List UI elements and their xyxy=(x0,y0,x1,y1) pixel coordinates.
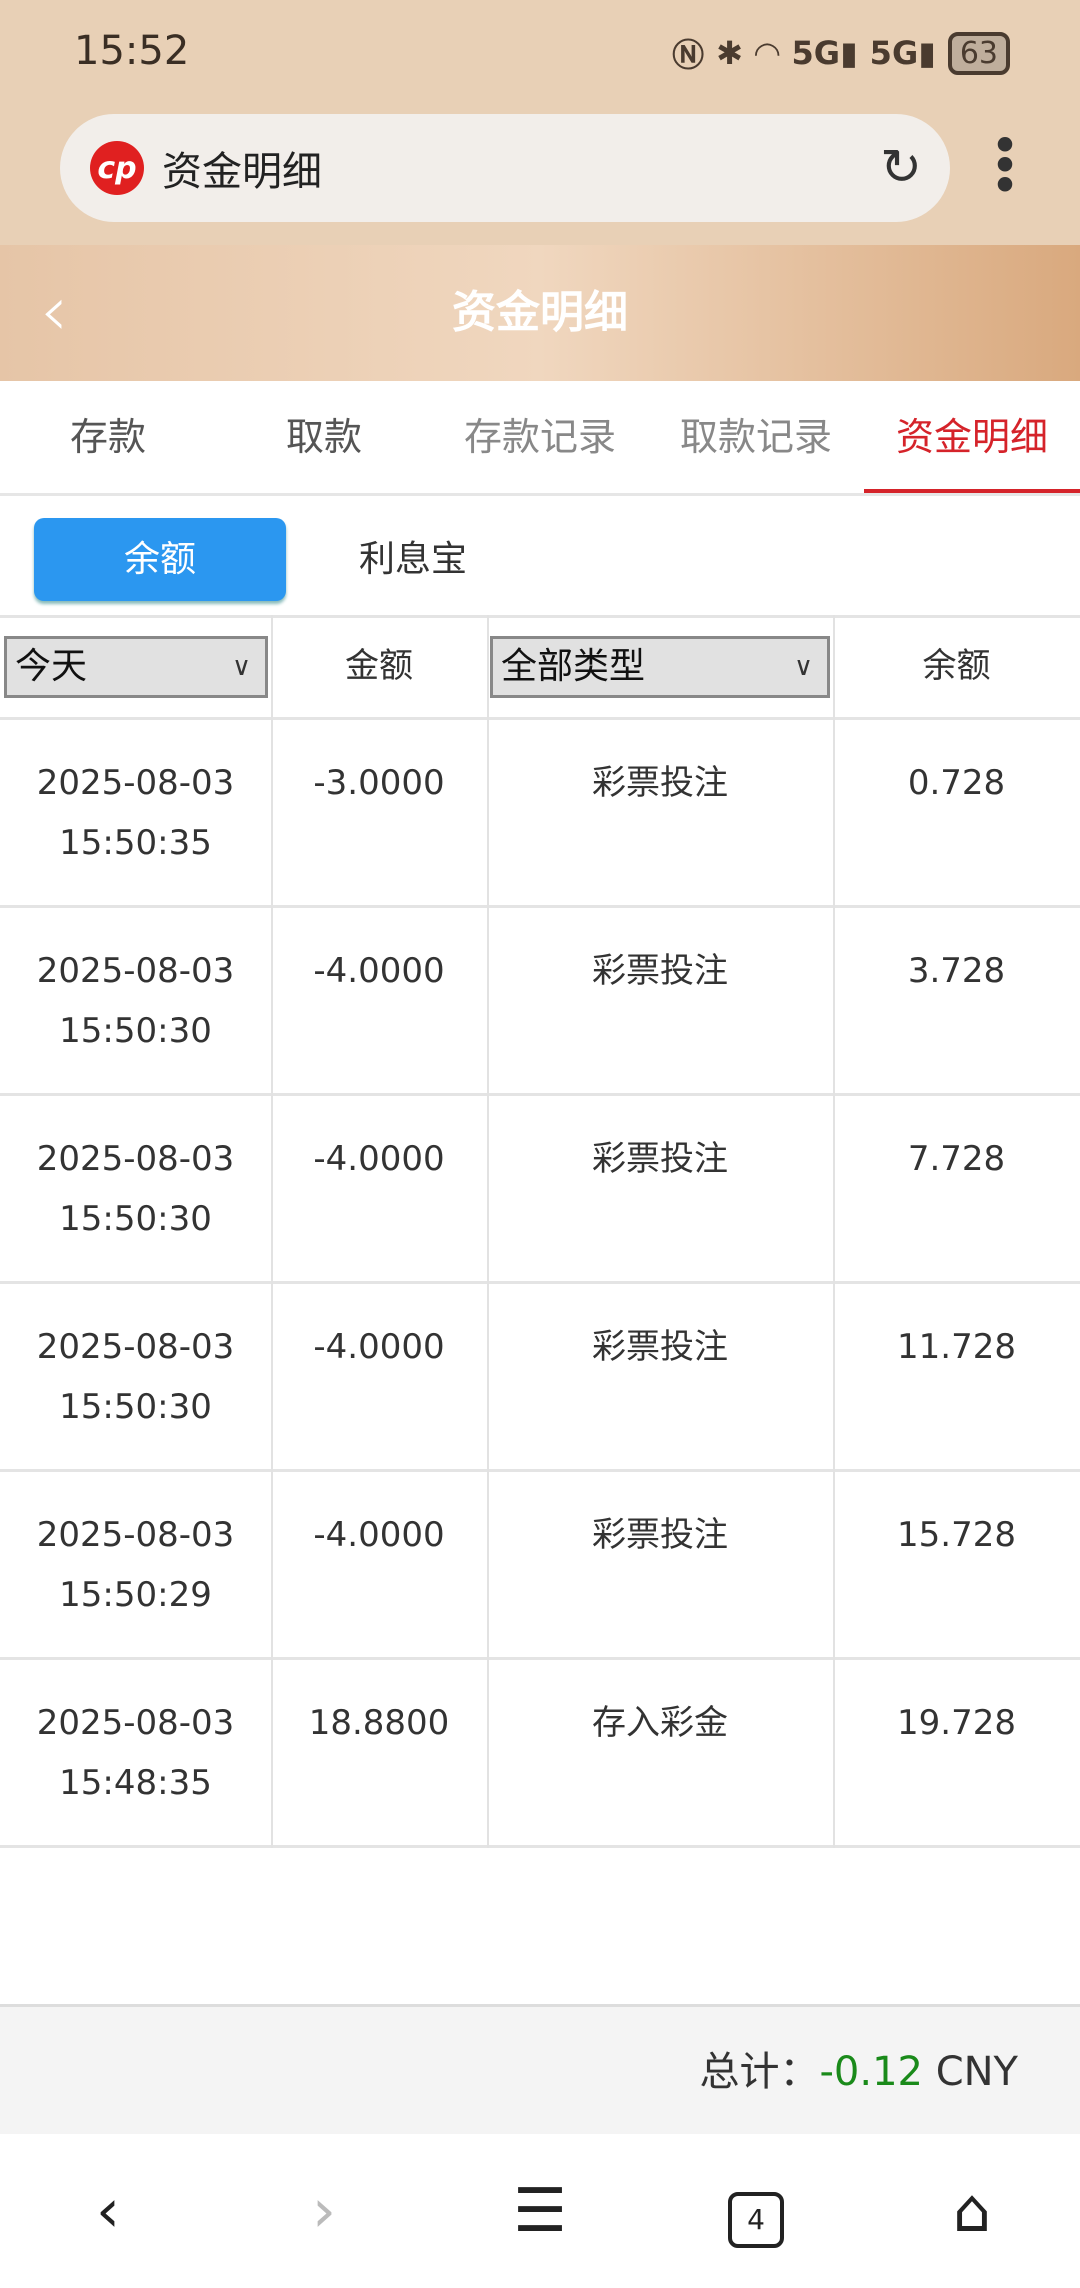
browser-nav-bar: ‹ › ☰ 4 ⌂ xyxy=(0,2134,1080,2288)
page-title-in-url: 资金明细 xyxy=(162,149,322,195)
row-type: 彩票投注 xyxy=(592,1327,728,1367)
row-amount: -4.0000 xyxy=(313,951,445,991)
chevron-down-icon: ∨ xyxy=(231,652,251,682)
row-time: 15:48:35 xyxy=(59,1763,212,1803)
row-date: 2025-08-03 xyxy=(36,763,235,803)
back-nav-icon[interactable]: ‹ xyxy=(96,2176,120,2246)
row-type: 彩票投注 xyxy=(592,951,728,991)
row-amount: 18.8800 xyxy=(308,1703,450,1743)
5g-signal-icon: 5G▮ xyxy=(869,34,936,72)
type-filter-value: 全部类型 xyxy=(501,646,646,687)
amount-header: 金额 xyxy=(345,646,413,686)
row-balance: 0.728 xyxy=(907,763,1006,803)
bluetooth-icon: ✱ xyxy=(716,34,743,72)
total-currency: CNY xyxy=(935,2049,1018,2095)
row-date: 2025-08-03 xyxy=(36,1327,235,1367)
row-datetime: 2025-08-03 15:50:30 xyxy=(0,1096,271,1284)
total-value: -0.12 xyxy=(819,2049,923,2095)
row-date: 2025-08-03 xyxy=(36,951,235,991)
subtab-balance[interactable]: 余额 xyxy=(34,518,286,601)
row-datetime: 2025-08-03 15:50:29 xyxy=(0,1472,271,1660)
row-amount: -4.0000 xyxy=(313,1515,445,1555)
page-header xyxy=(0,245,1080,381)
column-divider xyxy=(487,615,489,1848)
row-balance: 11.728 xyxy=(897,1327,1016,1367)
row-balance: 19.728 xyxy=(897,1703,1016,1743)
forward-nav-icon[interactable]: › xyxy=(312,2176,336,2246)
site-logo-icon: cp xyxy=(90,141,144,195)
tab-deposit[interactable]: 存款 xyxy=(69,415,146,459)
row-time: 15:50:30 xyxy=(59,1011,212,1051)
row-date: 2025-08-03 xyxy=(36,1703,235,1743)
balance-header: 余额 xyxy=(922,646,991,686)
address-bar[interactable]: cp 资金明细 ↻ xyxy=(60,114,950,222)
row-type: 彩票投注 xyxy=(592,763,728,803)
table-row: 2025-08-03 15:50:30 -4.0000 彩票投注 11.728 xyxy=(0,1284,1080,1472)
row-balance: 7.728 xyxy=(907,1139,1006,1179)
row-time: 15:50:30 xyxy=(59,1199,212,1239)
column-divider xyxy=(833,615,835,1848)
status-time: 15:52 xyxy=(74,28,190,74)
more-menu-icon[interactable]: • • • xyxy=(990,117,1020,215)
row-time: 15:50:35 xyxy=(59,823,212,863)
table-row: 2025-08-03 15:50:30 -4.0000 彩票投注 7.728 xyxy=(0,1096,1080,1284)
type-filter-select[interactable]: 全部类型 ∨ xyxy=(490,636,830,698)
row-datetime: 2025-08-03 15:50:30 xyxy=(0,908,271,1096)
row-time: 15:50:30 xyxy=(59,1387,212,1427)
row-type: 彩票投注 xyxy=(592,1515,728,1555)
wifi-icon: ◠ xyxy=(754,34,780,72)
row-balance: 15.728 xyxy=(897,1515,1016,1555)
table-row: 2025-08-03 15:50:29 -4.0000 彩票投注 15.728 xyxy=(0,1472,1080,1660)
subtab-interest[interactable]: 利息宝 xyxy=(358,539,467,580)
date-filter-select[interactable]: 今天 ∨ xyxy=(4,636,268,698)
reload-icon[interactable]: ↻ xyxy=(880,138,922,196)
tab-fund-details[interactable]: 资金明细 xyxy=(864,382,1080,493)
total-label: 总计： xyxy=(699,2049,820,2095)
row-date: 2025-08-03 xyxy=(36,1139,235,1179)
column-divider xyxy=(271,615,273,1848)
table-row: 2025-08-03 15:50:30 -4.0000 彩票投注 3.728 xyxy=(0,908,1080,1096)
back-icon[interactable]: ‹ xyxy=(40,270,68,352)
row-balance: 3.728 xyxy=(907,951,1006,991)
row-datetime: 2025-08-03 15:48:35 xyxy=(0,1660,271,1848)
tabs-button[interactable]: 4 xyxy=(706,2174,806,2248)
row-datetime: 2025-08-03 15:50:35 xyxy=(0,720,271,908)
footer-total: 总计：-0.12 CNY xyxy=(0,2004,1080,2134)
table-row: 2025-08-03 15:50:35 -3.0000 彩票投注 0.728 xyxy=(0,720,1080,908)
row-date: 2025-08-03 xyxy=(36,1515,235,1555)
tab-deposit-records[interactable]: 存款记录 xyxy=(463,415,616,459)
status-bar xyxy=(0,0,1080,110)
row-datetime: 2025-08-03 15:50:30 xyxy=(0,1284,271,1472)
row-type: 彩票投注 xyxy=(592,1139,728,1179)
row-amount: -4.0000 xyxy=(313,1139,445,1179)
date-filter-value: 今天 xyxy=(15,646,88,687)
status-icons: Ⓝ ✱ ◠ 5G▮ 5G▮ 63 xyxy=(672,30,1010,76)
home-icon[interactable]: ⌂ xyxy=(952,2176,992,2246)
nfc-icon: Ⓝ xyxy=(672,36,705,74)
chevron-down-icon: ∨ xyxy=(793,652,813,682)
table-row: 2025-08-03 15:48:35 18.8800 存入彩金 19.728 xyxy=(0,1660,1080,1848)
5g-signal-icon: 5G▮ xyxy=(791,34,858,72)
row-amount: -4.0000 xyxy=(313,1327,445,1367)
tab-bar: 存款 取款 存款记录 取款记录 资金明细 xyxy=(0,382,1080,496)
row-type: 存入彩金 xyxy=(592,1703,728,1743)
tab-count: 4 xyxy=(728,2192,784,2248)
tab-withdraw-records[interactable]: 取款记录 xyxy=(679,415,832,459)
table-header: 今天 ∨ 金额 全部类型 ∨ 余额 xyxy=(0,615,1080,720)
menu-icon[interactable]: ☰ xyxy=(513,2176,567,2246)
tab-withdraw[interactable]: 取款 xyxy=(285,415,362,459)
row-amount: -3.0000 xyxy=(313,763,445,803)
page-title: 资金明细 xyxy=(452,287,628,338)
battery-icon: 63 xyxy=(947,31,1010,75)
row-time: 15:50:29 xyxy=(59,1575,212,1615)
